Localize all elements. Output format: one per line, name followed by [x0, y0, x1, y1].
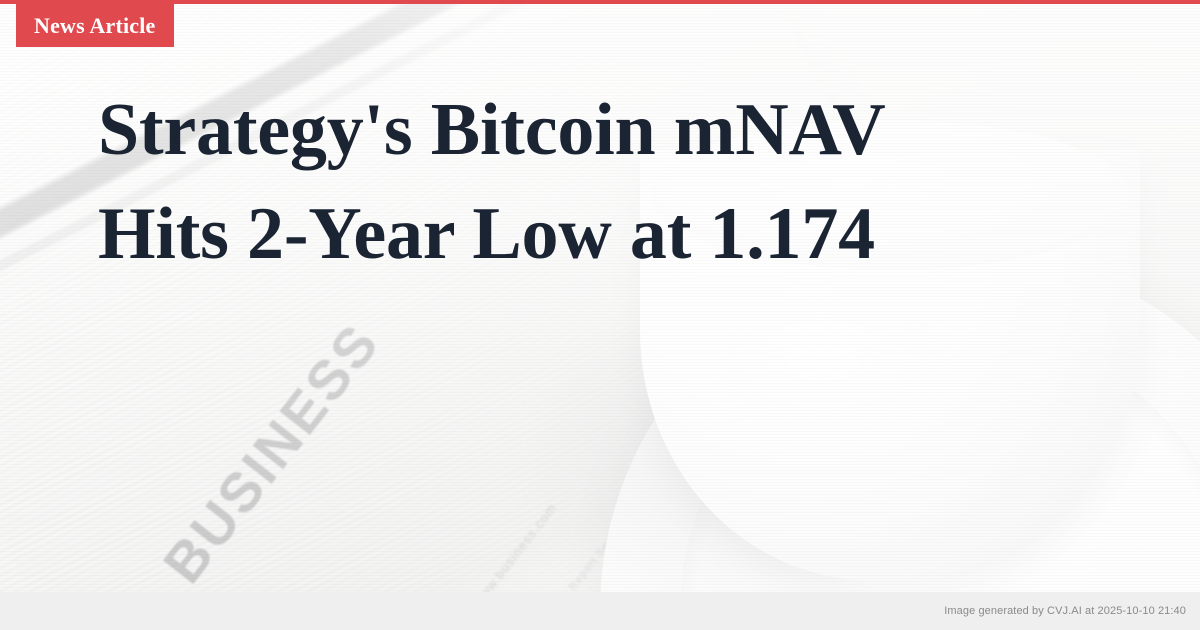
category-badge-label: News Article: [34, 12, 156, 38]
coffee-cup-highlight: [720, 290, 950, 440]
headline-line-1: Strategy's Bitcoin mNAV: [98, 89, 886, 171]
footer-bar: Image generated by CVJ.AI at 2025-10-10 …: [0, 592, 1200, 630]
headline-line-2: Hits 2-Year Low at 1.174: [98, 193, 875, 275]
category-badge: News Article: [16, 4, 174, 47]
image-credit-text: Image generated by CVJ.AI at 2025-10-10 …: [944, 605, 1186, 617]
page-title: Strategy's Bitcoin mNAV Hits 2-Year Low …: [98, 78, 998, 286]
top-accent-bar: [0, 0, 1200, 4]
